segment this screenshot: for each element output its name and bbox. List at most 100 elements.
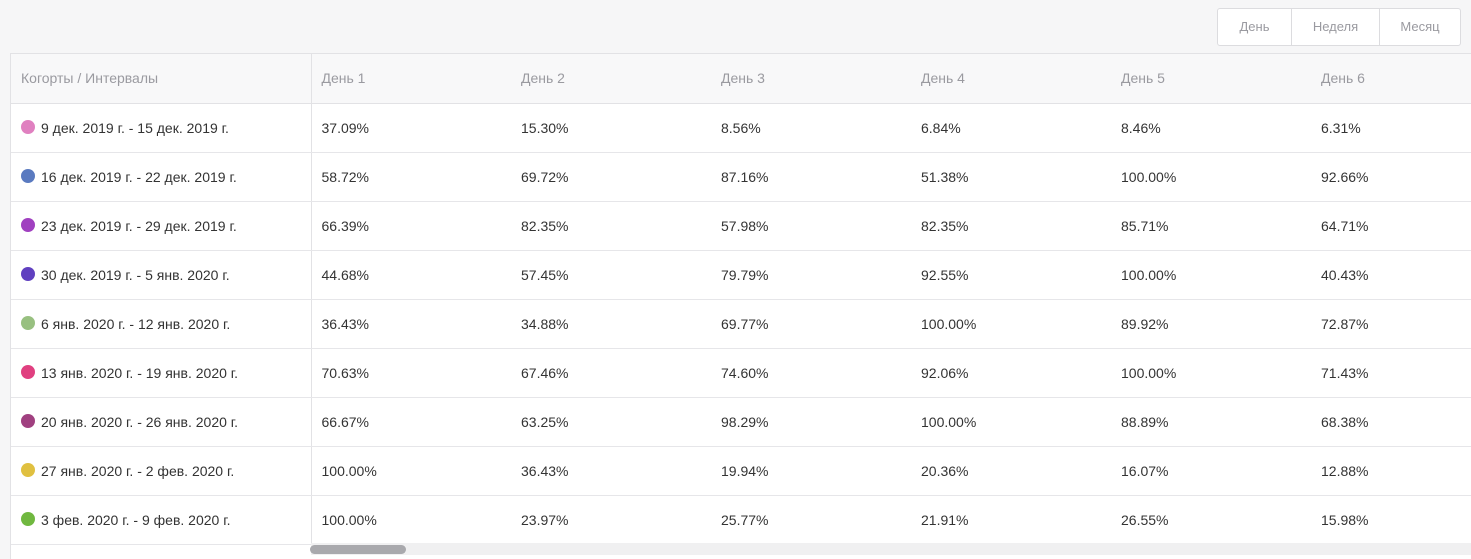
- retention-value-cell: 100.00%: [311, 495, 511, 545]
- retention-value-cell: 70.63%: [311, 348, 511, 398]
- cohort-label-cell: 23 дек. 2019 г. - 29 дек. 2019 г.: [11, 201, 312, 251]
- retention-value-cell: 57.45%: [511, 250, 711, 300]
- cohort-label: 6 янв. 2020 г. - 12 янв. 2020 г.: [41, 315, 231, 332]
- scrollbar-thumb[interactable]: [310, 545, 406, 554]
- retention-value-cell: 26.55%: [1111, 495, 1311, 545]
- cohort-label: 23 дек. 2019 г. - 29 дек. 2019 г.: [41, 217, 237, 234]
- retention-value-cell: 58.72%: [311, 152, 511, 202]
- retention-value-cell: 88.89%: [1111, 397, 1311, 447]
- retention-value-cell: 20.36%: [911, 446, 1111, 496]
- retention-value-cell: 92.06%: [911, 348, 1111, 398]
- retention-value-cell: 8.56%: [711, 103, 911, 153]
- period-month-button[interactable]: Месяц: [1400, 19, 1440, 34]
- table-row: 27 янв. 2020 г. - 2 фев. 2020 г. 100.00% 3…: [11, 446, 1471, 496]
- cohort-color-dot-icon: [21, 462, 35, 477]
- retention-value-cell: 98.29%: [711, 397, 911, 447]
- retention-value-cell: 100.00%: [911, 299, 1111, 349]
- retention-value-cell: 79.79%: [711, 250, 911, 300]
- retention-value-cell: 57.98%: [711, 201, 911, 251]
- cohort-label-cell: 9 дек. 2019 г. - 15 дек. 2019 г.: [11, 103, 312, 153]
- retention-value-cell: 44.68%: [311, 250, 511, 300]
- cohort-table: Когорты / Интервалы День 1 День 2 День 3…: [11, 54, 1471, 545]
- retention-value-cell: 21.91%: [911, 495, 1111, 545]
- day-column-header: День 4: [911, 54, 1111, 104]
- retention-value-cell: 82.35%: [511, 201, 711, 251]
- retention-value-cell: 36.43%: [311, 299, 511, 349]
- retention-value-cell: 16.07%: [1111, 446, 1311, 496]
- retention-value-cell: 8.46%: [1111, 103, 1311, 153]
- cohort-label-cell: 16 дек. 2019 г. - 22 дек. 2019 г.: [11, 152, 312, 202]
- period-day-button[interactable]: День: [1218, 9, 1292, 45]
- retention-value-cell: 23.97%: [511, 495, 711, 545]
- retention-value-cell: 51.38%: [911, 152, 1111, 202]
- retention-value-cell: 92.66%: [1311, 152, 1471, 202]
- table-row: 6 янв. 2020 г. - 12 янв. 2020 г. 36.43% 34…: [11, 299, 1471, 349]
- cohort-table-card: Когорты / Интервалы День 1 День 2 День 3…: [10, 53, 1471, 559]
- retention-value-cell: 69.77%: [711, 299, 911, 349]
- retention-value-cell: 66.67%: [311, 397, 511, 447]
- horizontal-scrollbar[interactable]: [310, 543, 1471, 555]
- retention-value-cell: 6.84%: [911, 103, 1111, 153]
- retention-value-cell: 34.88%: [511, 299, 711, 349]
- day-column-header: День 6: [1311, 54, 1471, 104]
- table-row: 20 янв. 2020 г. - 26 янв. 2020 г. 66.67% 6…: [11, 397, 1471, 447]
- retention-value-cell: 12.88%: [1311, 446, 1471, 496]
- table-row: 13 янв. 2020 г. - 19 янв. 2020 г. 70.63% 6…: [11, 348, 1471, 398]
- cohort-label-cell: 30 дек. 2019 г. - 5 янв. 2020 г.: [11, 250, 312, 300]
- table-row: 23 дек. 2019 г. - 29 дек. 2019 г. 66.39% 8…: [11, 201, 1471, 251]
- retention-value-cell: 64.71%: [1311, 201, 1471, 251]
- cohort-color-dot-icon: [21, 119, 35, 134]
- cohort-column-header: Когорты / Интервалы: [11, 54, 312, 104]
- retention-value-cell: 37.09%: [311, 103, 511, 153]
- retention-value-cell: 25.77%: [711, 495, 911, 545]
- retention-value-cell: 69.72%: [511, 152, 711, 202]
- retention-value-cell: 74.60%: [711, 348, 911, 398]
- retention-value-cell: 15.30%: [511, 103, 711, 153]
- cohort-label-cell: 13 янв. 2020 г. - 19 янв. 2020 г.: [11, 348, 312, 398]
- cohort-color-dot-icon: [21, 266, 35, 281]
- cohort-label: 30 дек. 2019 г. - 5 янв. 2020 г.: [41, 266, 230, 283]
- retention-value-cell: 85.71%: [1111, 201, 1311, 251]
- cohort-label: 27 янв. 2020 г. - 2 фев. 2020 г.: [41, 462, 235, 479]
- table-body: 9 дек. 2019 г. - 15 дек. 2019 г. 37.09% 15…: [11, 103, 1471, 545]
- retention-value-cell: 40.43%: [1311, 250, 1471, 300]
- retention-value-cell: 100.00%: [311, 446, 511, 496]
- cohort-label: 16 дек. 2019 г. - 22 дек. 2019 г.: [41, 168, 237, 185]
- table-row: 30 дек. 2019 г. - 5 янв. 2020 г. 44.68% 57…: [11, 250, 1471, 300]
- cohort-label-cell: 3 фев. 2020 г. - 9 фев. 2020 г.: [11, 495, 312, 545]
- cohort-label-cell: 20 янв. 2020 г. - 26 янв. 2020 г.: [11, 397, 312, 447]
- retention-value-cell: 100.00%: [1111, 348, 1311, 398]
- retention-value-cell: 92.55%: [911, 250, 1111, 300]
- cohort-label-cell: 27 янв. 2020 г. - 2 фев. 2020 г.: [11, 446, 312, 496]
- cohort-label-cell: 6 янв. 2020 г. - 12 янв. 2020 г.: [11, 299, 312, 349]
- retention-value-cell: 82.35%: [911, 201, 1111, 251]
- retention-value-cell: 63.25%: [511, 397, 711, 447]
- cohort-color-dot-icon: [21, 413, 35, 428]
- cohort-color-dot-icon: [21, 364, 35, 379]
- day-column-header: День 1: [311, 54, 511, 104]
- retention-value-cell: 15.98%: [1311, 495, 1471, 545]
- cohort-color-dot-icon: [21, 511, 35, 526]
- table-header-row: Когорты / Интервалы День 1 День 2 День 3…: [11, 54, 1471, 104]
- retention-value-cell: 100.00%: [1111, 250, 1311, 300]
- retention-value-cell: 67.46%: [511, 348, 711, 398]
- retention-value-cell: 100.00%: [911, 397, 1111, 447]
- table-row: 9 дек. 2019 г. - 15 дек. 2019 г. 37.09% 15…: [11, 103, 1471, 153]
- retention-value-cell: 72.87%: [1311, 299, 1471, 349]
- cohort-label: 13 янв. 2020 г. - 19 янв. 2020 г.: [41, 364, 239, 381]
- period-week-button[interactable]: Неделя: [1292, 9, 1380, 45]
- cohort-label: 3 фев. 2020 г. - 9 фев. 2020 г.: [41, 511, 231, 528]
- retention-value-cell: 87.16%: [711, 152, 911, 202]
- cohort-color-dot-icon: [21, 217, 35, 232]
- day-column-header: День 3: [711, 54, 911, 104]
- day-column-header: День 2: [511, 54, 711, 104]
- cohort-label: 9 дек. 2019 г. - 15 дек. 2019 г.: [41, 119, 229, 136]
- retention-value-cell: 36.43%: [511, 446, 711, 496]
- cohort-label: 20 янв. 2020 г. - 26 янв. 2020 г.: [41, 413, 239, 430]
- retention-value-cell: 68.38%: [1311, 397, 1471, 447]
- table-row: 16 дек. 2019 г. - 22 дек. 2019 г. 58.72% 6…: [11, 152, 1471, 202]
- period-switch: День Неделя Месяц: [1217, 8, 1461, 46]
- retention-value-cell: 71.43%: [1311, 348, 1471, 398]
- table-row: 3 фев. 2020 г. - 9 фев. 2020 г. 100.00% 23…: [11, 495, 1471, 545]
